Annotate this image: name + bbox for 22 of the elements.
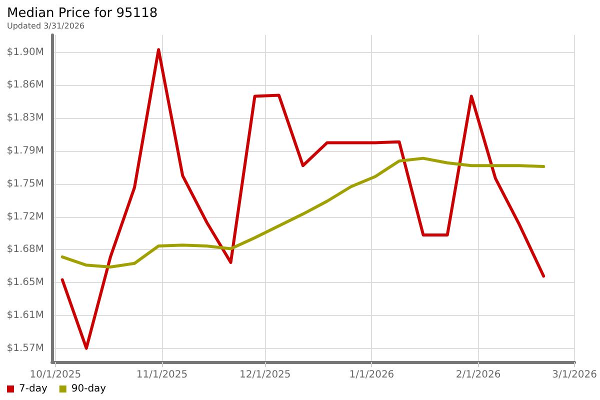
line-series	[60, 48, 546, 350]
y-tick-label: $1.72M	[6, 211, 44, 222]
y-tick-label: $1.79M	[6, 146, 44, 157]
x-tick-label: 10/1/2025	[30, 370, 82, 380]
legend-label: 7-day	[19, 384, 48, 394]
x-tick-label: 2/1/2026	[456, 370, 501, 380]
y-tick-label: $1.61M	[6, 310, 44, 321]
y-tick-label: $1.83M	[6, 112, 44, 124]
y-tick-label: $1.90M	[6, 46, 44, 58]
y-tick-label: $1.75M	[6, 178, 44, 190]
y-tick-label: $1.65M	[6, 277, 44, 288]
y-tick-label: $1.86M	[6, 80, 44, 91]
line-series	[60, 156, 546, 269]
legend-label: 90-day	[71, 384, 106, 394]
x-tick-label: 12/1/2025	[240, 370, 291, 380]
x-tick-label: 1/1/2026	[349, 370, 394, 380]
chart-title: Median Price for 95118	[7, 6, 158, 21]
chart-subtitle: Updated 3/31/2026	[7, 22, 85, 30]
x-tick-label: 11/1/2025	[136, 370, 188, 380]
y-tick-label: $1.57M	[6, 342, 44, 354]
x-tick-label: 3/1/2026	[552, 370, 598, 380]
y-tick-label: $1.68M	[6, 244, 44, 256]
